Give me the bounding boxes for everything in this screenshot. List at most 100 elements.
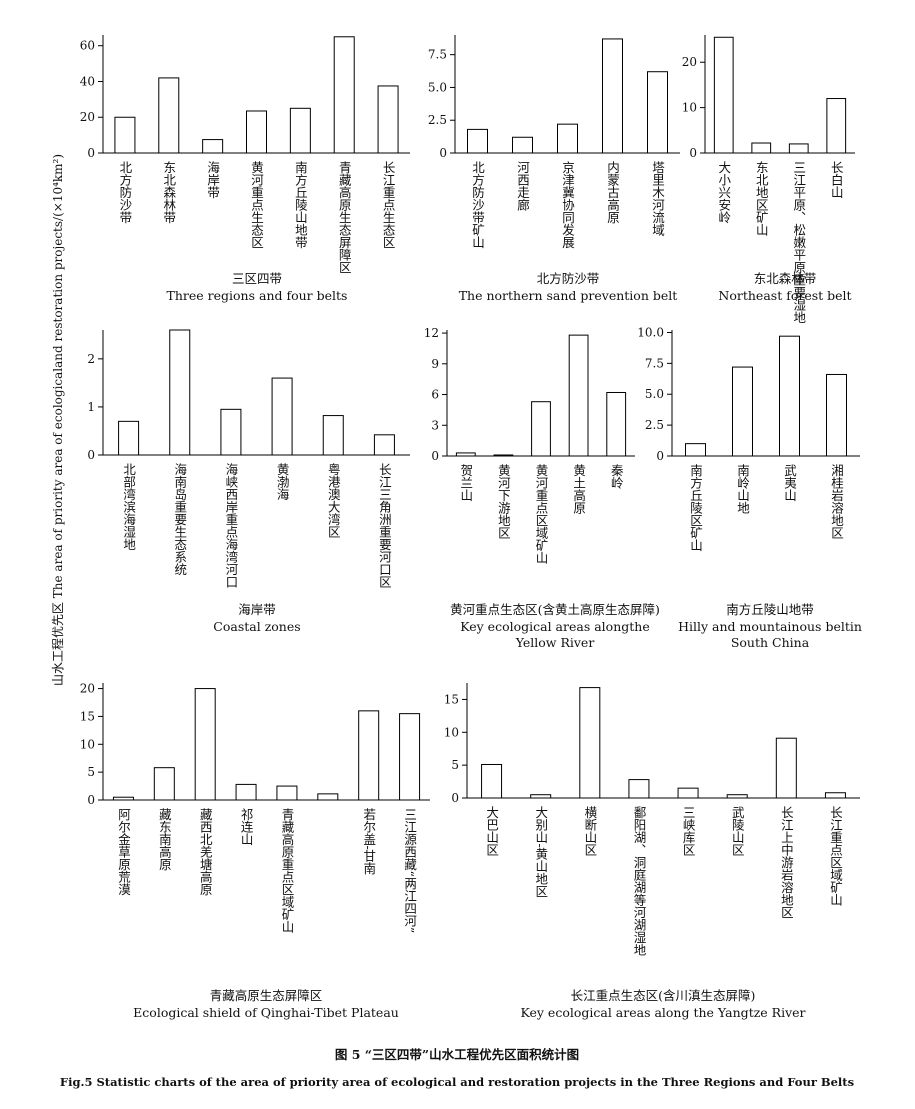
bar: [493, 454, 514, 457]
x-tick-label: 黄土高原: [571, 464, 586, 514]
x-tick-label: 长江重点区域矿山: [828, 806, 843, 906]
chart-subtitle: Hilly and mountainous beltin: [678, 619, 862, 634]
bar: [788, 143, 809, 154]
y-tick-label: 5.0: [428, 80, 447, 94]
bar: [271, 377, 293, 456]
x-tick-label: 长江重点生态区: [381, 161, 396, 249]
bar: [824, 792, 846, 799]
chart-subtitle: The northern sand prevention belt: [459, 288, 678, 303]
bar: [512, 136, 533, 154]
bar: [112, 796, 134, 801]
chart-title: 海岸带: [238, 602, 276, 617]
bar: [775, 737, 797, 799]
bar: [779, 335, 800, 457]
y-tick-label: 0: [87, 146, 95, 160]
bar: [317, 793, 339, 801]
bar: [202, 139, 224, 154]
x-tick-label: 塔里木河流域: [650, 161, 665, 236]
y-tick-label: 15: [80, 709, 95, 723]
bar: [467, 128, 488, 154]
y-tick-label: 2: [87, 352, 95, 366]
x-tick-label: 北方防沙带: [117, 161, 132, 224]
chart-title: 东北森林带: [754, 271, 817, 286]
x-tick-label: 大巴山区: [484, 806, 499, 856]
x-tick-label: 海岸带: [205, 160, 220, 199]
chart-title: 黄河重点生态区(含黄土高原生态屏障): [450, 602, 660, 617]
y-tick-label: 10.0: [637, 325, 664, 339]
x-tick-label: 鄱阳湖、洞庭湖等河湖湿地: [631, 806, 646, 956]
y-tick-label: 9: [431, 357, 439, 371]
x-tick-label: 三江平原、松嫩平原重要湿地: [791, 161, 806, 324]
x-tick-label: 青藏高原生态屏障区: [337, 161, 352, 274]
chart-subtitle: Three regions and four belts: [167, 288, 348, 303]
bar: [531, 401, 551, 457]
bar: [333, 36, 355, 154]
bar: [606, 391, 627, 457]
bar: [685, 443, 706, 457]
x-tick-label: 黄河下游地区: [496, 464, 511, 539]
bar: [647, 71, 668, 154]
bar: [373, 434, 395, 456]
chart-subtitle: Northeast forest belt: [718, 288, 851, 303]
x-tick-label: 内蒙古高原: [605, 161, 620, 224]
y-tick-label: 40: [80, 74, 95, 88]
chart-title: 青藏高原生态屏障区: [210, 988, 323, 1003]
bar: [677, 787, 699, 799]
bar: [276, 785, 298, 801]
bar: [579, 687, 601, 799]
y-tick-label: 10: [444, 725, 459, 739]
x-tick-label: 武陵山区: [730, 806, 745, 856]
y-tick-label: 5.0: [645, 387, 664, 401]
bar: [399, 713, 421, 801]
bar: [358, 710, 380, 801]
x-tick-label: 东北地区矿山: [754, 161, 769, 236]
x-tick-label: 长白山: [829, 161, 844, 199]
x-tick-label: 粤港澳大湾区: [326, 462, 341, 538]
bar: [194, 688, 216, 801]
x-tick-label: 长江上中游岩溶地区: [779, 806, 794, 919]
x-tick-label: 北部湾滨海湿地: [121, 463, 136, 551]
y-tick-label: 12: [424, 326, 439, 340]
y-tick-label: 20: [682, 55, 697, 69]
y-tick-label: 0: [439, 146, 447, 160]
caption-en: Fig.5 Statistic charts of the area of pr…: [60, 1075, 854, 1089]
y-tick-label: 5: [87, 765, 95, 779]
y-tick-label: 2.5: [428, 113, 447, 127]
x-tick-label: 东北森林带: [161, 161, 176, 224]
x-tick-label: 黄河重点生态区: [249, 161, 264, 249]
chart-subtitle: Coastal zones: [213, 619, 300, 634]
chart-subtitle: South China: [731, 635, 810, 650]
x-tick-label: 北方防沙带矿山: [470, 161, 485, 249]
bar: [481, 763, 503, 799]
y-tick-label: 20: [80, 110, 95, 124]
y-tick-label: 15: [444, 692, 459, 706]
x-tick-label: 阿尔金草原荒漠: [116, 808, 131, 896]
x-tick-label: 大小兴安岭: [716, 161, 731, 224]
y-tick-label: 2.5: [645, 418, 664, 432]
y-tick-label: 0: [431, 449, 439, 463]
x-tick-label: 长江三角洲重要河口区: [377, 463, 392, 588]
y-tick-label: 1: [87, 400, 95, 414]
x-tick-label: 湘桂岩溶地区: [829, 463, 844, 539]
bar: [220, 408, 242, 456]
y-tick-label: 6: [431, 388, 439, 402]
y-tick-label: 0: [87, 448, 95, 462]
x-tick-label: 横断山区: [582, 806, 597, 856]
x-tick-label: 南方丘陵山地带: [293, 160, 308, 249]
bar: [377, 85, 399, 154]
x-tick-label: 南岭山地: [735, 463, 750, 514]
bar: [158, 77, 180, 154]
caption-zh: 图 5 “三区四带”山水工程优先区面积统计图: [335, 1047, 579, 1062]
chart-title: 北方防沙带: [537, 271, 600, 286]
bar: [557, 123, 578, 154]
x-tick-label: 南方丘陵区矿山: [688, 463, 703, 552]
bar: [628, 779, 650, 799]
bar: [826, 98, 847, 154]
chart-subtitle: Key ecological areas along the Yangtze R…: [520, 1005, 805, 1020]
chart-subtitle: Yellow River: [515, 635, 595, 650]
y-tick-label: 0: [451, 791, 459, 805]
y-tick-label: 20: [80, 682, 95, 696]
x-tick-label: 藏西北羌塘高原: [198, 808, 213, 896]
x-tick-label: 武夷山: [782, 464, 797, 502]
